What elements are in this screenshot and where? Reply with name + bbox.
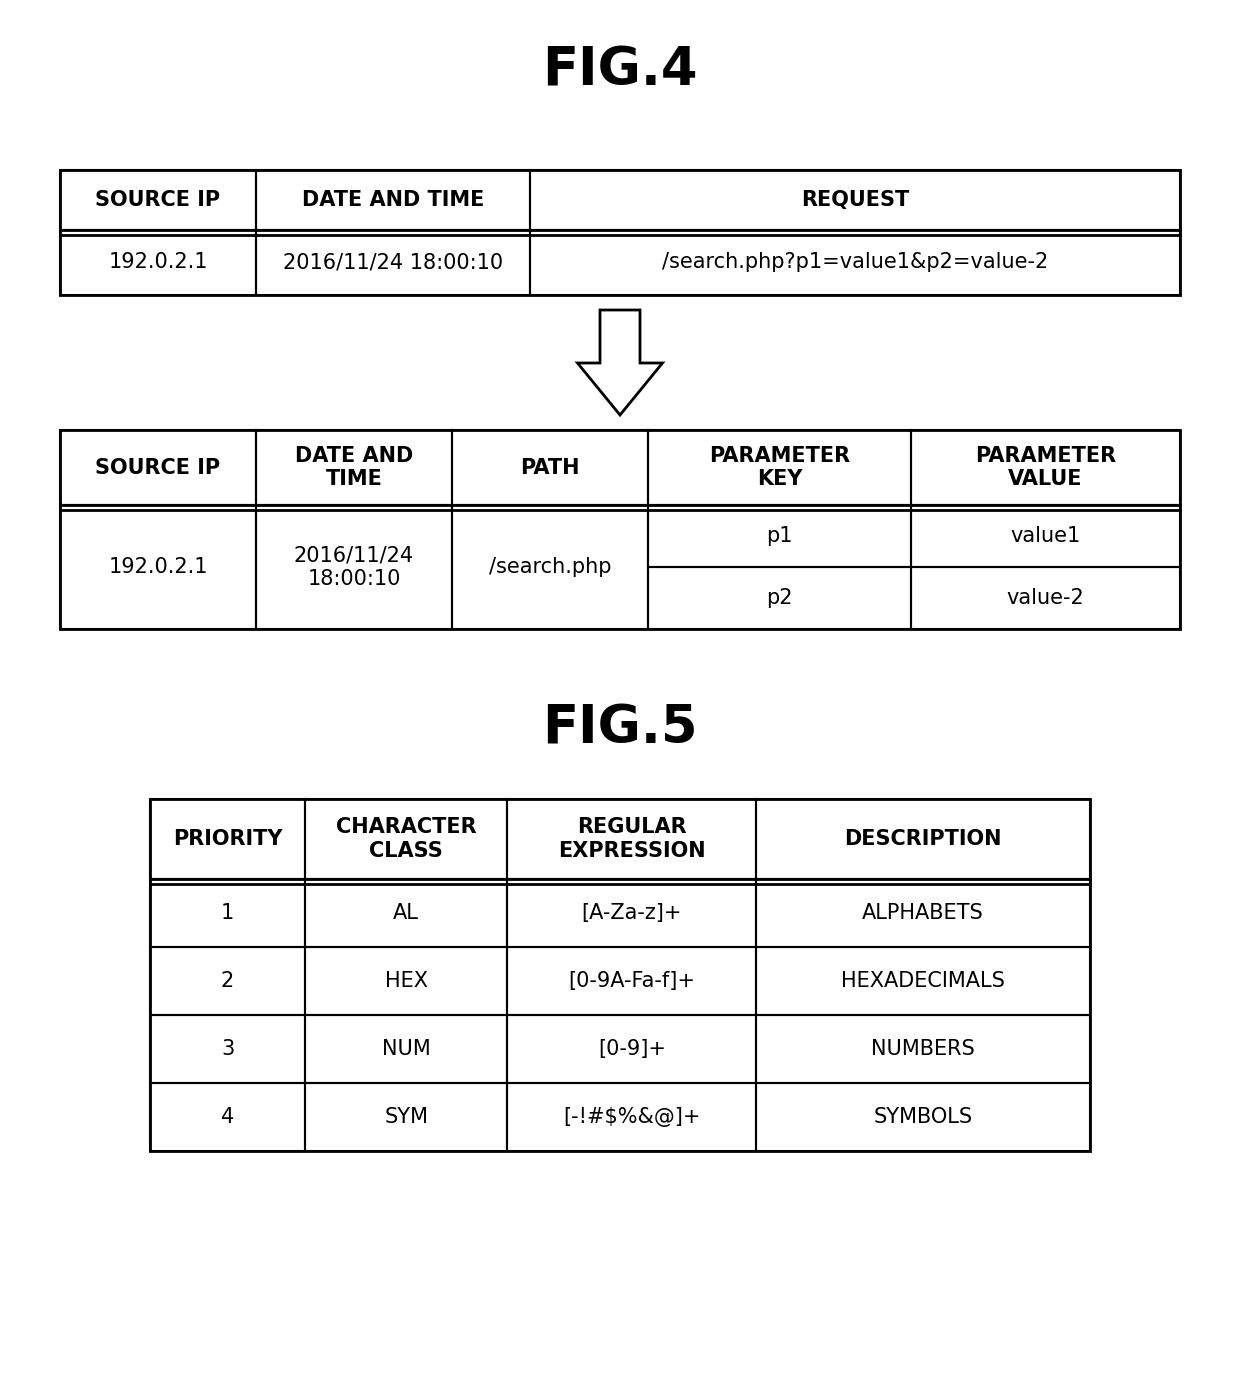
- Text: [0-9A-Fa-f]+: [0-9A-Fa-f]+: [568, 972, 696, 991]
- Text: 192.0.2.1: 192.0.2.1: [108, 557, 208, 577]
- Bar: [150, 799, 1090, 1151]
- Bar: [60, 170, 255, 229]
- Bar: [531, 229, 1180, 295]
- Text: PARAMETER
VALUE: PARAMETER VALUE: [975, 446, 1116, 489]
- Bar: [453, 430, 649, 505]
- Bar: [756, 1083, 1090, 1151]
- Bar: [911, 567, 1180, 630]
- Bar: [255, 229, 531, 295]
- Bar: [150, 1015, 305, 1083]
- Text: 192.0.2.1: 192.0.2.1: [108, 253, 208, 272]
- Text: 2: 2: [221, 972, 234, 991]
- Bar: [255, 430, 453, 505]
- Bar: [453, 505, 649, 630]
- Text: FIG.5: FIG.5: [542, 703, 698, 755]
- Text: REGULAR
EXPRESSION: REGULAR EXPRESSION: [558, 817, 706, 860]
- Text: DATE AND
TIME: DATE AND TIME: [295, 446, 413, 489]
- Text: SOURCE IP: SOURCE IP: [95, 190, 221, 210]
- Text: SOURCE IP: SOURCE IP: [95, 457, 221, 478]
- Bar: [649, 505, 911, 567]
- Text: [-!#$%&@]+: [-!#$%&@]+: [563, 1106, 701, 1127]
- Bar: [531, 170, 1180, 229]
- Text: p2: p2: [766, 588, 792, 607]
- Text: 3: 3: [221, 1038, 234, 1059]
- Text: 2016/11/24 18:00:10: 2016/11/24 18:00:10: [283, 253, 503, 272]
- Text: FIG.4: FIG.4: [542, 44, 698, 96]
- Bar: [911, 505, 1180, 567]
- Bar: [756, 878, 1090, 947]
- Text: AL: AL: [393, 904, 419, 923]
- Text: CHARACTER
CLASS: CHARACTER CLASS: [336, 817, 476, 860]
- Text: PATH: PATH: [521, 457, 580, 478]
- Bar: [911, 430, 1180, 505]
- Text: NUM: NUM: [382, 1038, 430, 1059]
- Text: PARAMETER
KEY: PARAMETER KEY: [709, 446, 851, 489]
- Bar: [507, 947, 756, 1015]
- Bar: [255, 170, 531, 229]
- Bar: [305, 878, 507, 947]
- Bar: [756, 1015, 1090, 1083]
- Text: value1: value1: [1011, 525, 1081, 546]
- Bar: [305, 1083, 507, 1151]
- Bar: [60, 505, 255, 630]
- Text: SYMBOLS: SYMBOLS: [874, 1106, 972, 1127]
- Text: DESCRIPTION: DESCRIPTION: [844, 828, 1002, 849]
- Text: value-2: value-2: [1007, 588, 1085, 607]
- Text: DATE AND TIME: DATE AND TIME: [303, 190, 485, 210]
- Bar: [150, 947, 305, 1015]
- Bar: [150, 878, 305, 947]
- Text: NUMBERS: NUMBERS: [872, 1038, 975, 1059]
- Text: /search.php: /search.php: [489, 557, 611, 577]
- Text: /search.php?p1=value1&p2=value-2: /search.php?p1=value1&p2=value-2: [662, 253, 1048, 272]
- Text: PRIORITY: PRIORITY: [172, 828, 283, 849]
- Bar: [150, 1083, 305, 1151]
- Bar: [507, 1083, 756, 1151]
- Bar: [756, 799, 1090, 878]
- Bar: [60, 229, 255, 295]
- Text: ALPHABETS: ALPHABETS: [862, 904, 985, 923]
- Bar: [60, 170, 1180, 295]
- Bar: [649, 430, 911, 505]
- Bar: [305, 799, 507, 878]
- Text: HEXADECIMALS: HEXADECIMALS: [841, 972, 1006, 991]
- Bar: [507, 799, 756, 878]
- Text: HEX: HEX: [384, 972, 428, 991]
- Text: SYM: SYM: [384, 1106, 428, 1127]
- Bar: [150, 799, 305, 878]
- Text: [0-9]+: [0-9]+: [598, 1038, 666, 1059]
- Text: 2016/11/24
18:00:10: 2016/11/24 18:00:10: [294, 545, 414, 588]
- Bar: [305, 947, 507, 1015]
- Text: p1: p1: [766, 525, 792, 546]
- Text: 4: 4: [221, 1106, 234, 1127]
- Polygon shape: [578, 310, 662, 416]
- Bar: [507, 878, 756, 947]
- Text: 1: 1: [221, 904, 234, 923]
- Bar: [649, 567, 911, 630]
- Bar: [507, 1015, 756, 1083]
- Bar: [60, 430, 1180, 630]
- Bar: [255, 505, 453, 630]
- Text: REQUEST: REQUEST: [801, 190, 909, 210]
- Bar: [305, 1015, 507, 1083]
- Text: [A-Za-z]+: [A-Za-z]+: [582, 904, 682, 923]
- Bar: [756, 947, 1090, 1015]
- Bar: [60, 430, 255, 505]
